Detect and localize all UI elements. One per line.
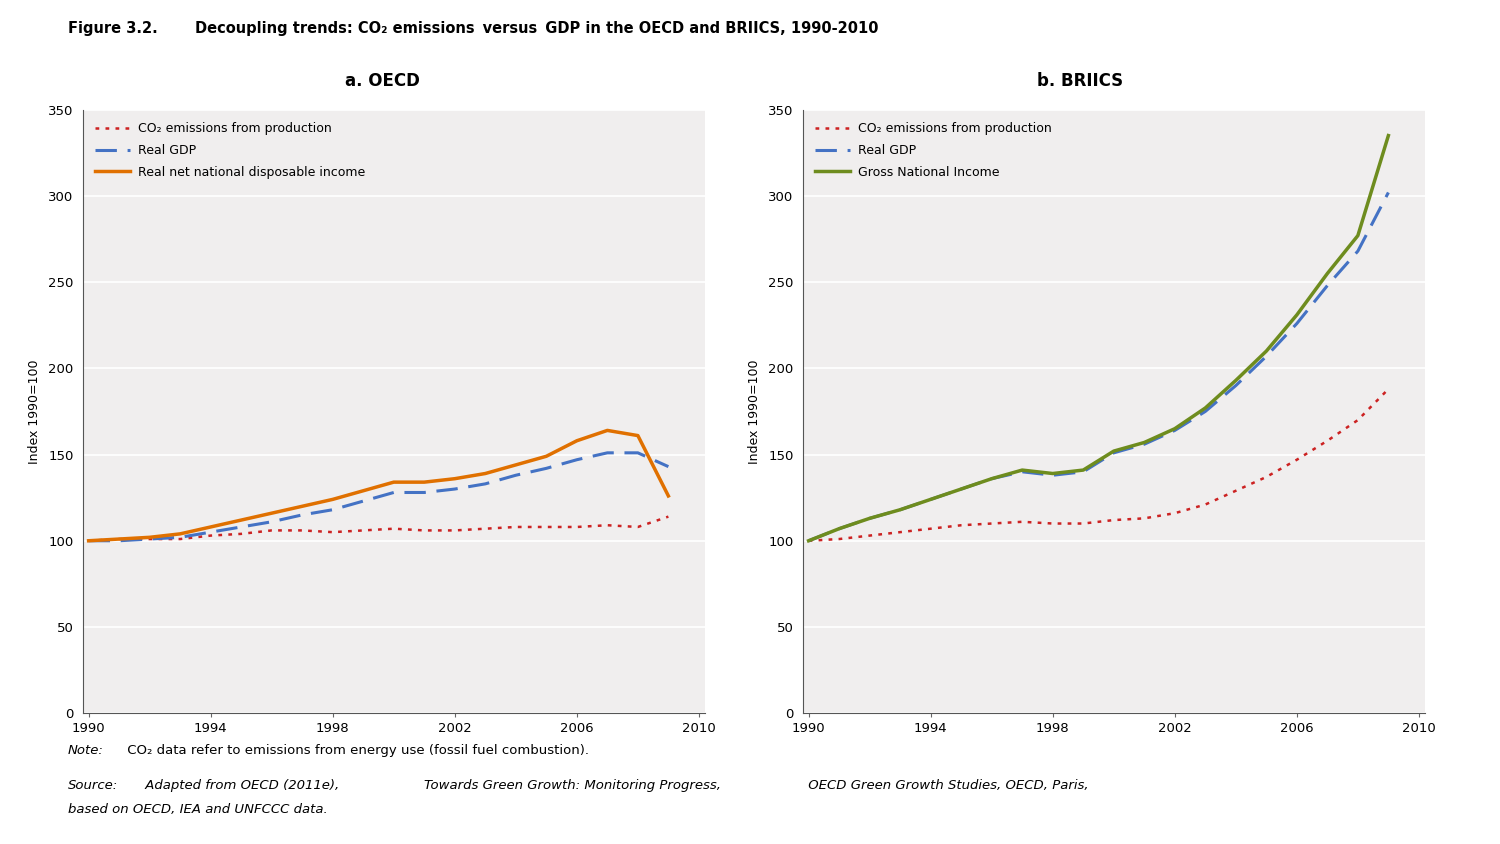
- Text: Decoupling trends: CO₂ emissions  versus  GDP in the OECD and BRIICS, 1990-2010: Decoupling trends: CO₂ emissions versus …: [195, 21, 879, 36]
- Y-axis label: Index 1990=100: Index 1990=100: [28, 360, 40, 463]
- Legend: CO₂ emissions from production, Real GDP, Real net national disposable income: CO₂ emissions from production, Real GDP,…: [88, 116, 370, 185]
- Text: CO₂ data refer to emissions from energy use (fossil fuel combustion).: CO₂ data refer to emissions from energy …: [123, 744, 590, 757]
- Text: Note:: Note:: [68, 744, 104, 757]
- Text: Figure 3.2.: Figure 3.2.: [68, 21, 158, 36]
- Text: based on OECD, IEA and UNFCCC data.: based on OECD, IEA and UNFCCC data.: [68, 803, 327, 816]
- Text: Source:: Source:: [68, 779, 117, 792]
- Legend: CO₂ emissions from production, Real GDP, Gross National Income: CO₂ emissions from production, Real GDP,…: [808, 116, 1058, 185]
- Text: b. BRIICS: b. BRIICS: [1036, 72, 1124, 89]
- Text: a. OECD: a. OECD: [345, 72, 420, 89]
- Text: Towards Green Growth: Monitoring Progress,: Towards Green Growth: Monitoring Progres…: [424, 779, 722, 792]
- Text: Adapted from OECD (2011e),: Adapted from OECD (2011e),: [141, 779, 344, 792]
- Y-axis label: Index 1990=100: Index 1990=100: [748, 360, 760, 463]
- Text: OECD Green Growth Studies, OECD, Paris,: OECD Green Growth Studies, OECD, Paris,: [804, 779, 1089, 792]
